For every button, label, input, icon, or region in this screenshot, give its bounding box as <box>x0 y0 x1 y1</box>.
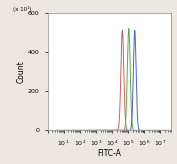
Y-axis label: Count: Count <box>17 60 26 83</box>
X-axis label: FITC-A: FITC-A <box>98 149 121 158</box>
Text: (x 10¹): (x 10¹) <box>13 6 31 12</box>
